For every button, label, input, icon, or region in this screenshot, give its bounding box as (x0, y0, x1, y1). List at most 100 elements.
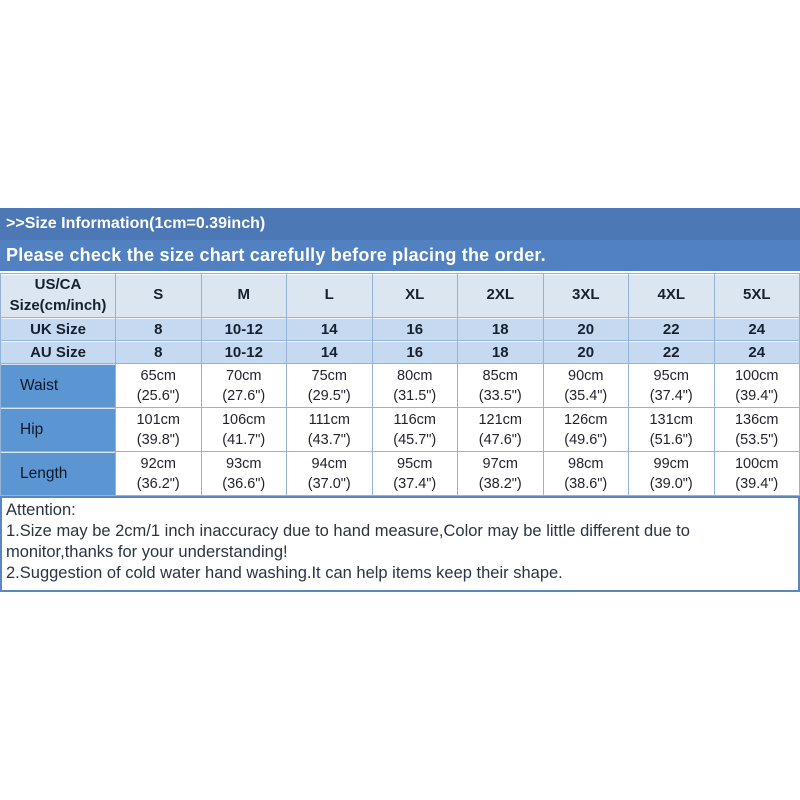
length-cm: 99cm (653, 455, 689, 472)
size-info-title-bar: >>Size Information(1cm=0.39inch) (0, 208, 800, 240)
size-chart-notice: Please check the size chart carefully be… (6, 245, 546, 265)
length-inch: (37.4") (393, 475, 437, 492)
hip-inch: (47.6") (478, 431, 522, 448)
uk-size-cell: 20 (542, 317, 629, 341)
length-inch: (38.6") (564, 475, 608, 492)
hip-cm: 131cm (649, 411, 694, 428)
waist-cm: 95cm (653, 367, 689, 384)
waist-cm: 65cm (140, 367, 176, 384)
hip-cm: 121cm (478, 411, 523, 428)
au-size-row: AU Size 8 10-12 14 16 18 20 22 24 (0, 340, 800, 364)
length-inch: (36.2") (136, 475, 180, 492)
waist-cell: 85cm (33.5") (457, 363, 544, 408)
length-inch: (38.2") (478, 475, 522, 492)
au-size-cell: 16 (371, 340, 458, 364)
hip-cell: 136cm (53.5") (713, 407, 800, 452)
col-header-xl: XL (371, 273, 458, 318)
hip-inch: (53.5") (735, 431, 779, 448)
hip-cm: 111cm (308, 411, 350, 428)
hip-inch: (51.6") (649, 431, 693, 448)
hip-cell: 101cm (39.8") (115, 407, 202, 452)
divider (0, 271, 800, 273)
size-chart-table: US/CA Size(cm/inch) S M L XL 2XL 3XL 4XL… (0, 273, 800, 496)
length-cm: 95cm (397, 455, 433, 472)
waist-inch: (25.6") (136, 387, 180, 404)
attention-note-2: 2.Suggestion of cold water hand washing.… (6, 564, 563, 582)
waist-cm: 75cm (311, 367, 347, 384)
waist-inch: (39.4") (735, 387, 779, 404)
hip-cm: 126cm (563, 411, 608, 428)
au-size-label: AU Size (0, 340, 116, 364)
size-information-section: >>Size Information(1cm=0.39inch) Please … (0, 208, 800, 592)
length-row: Length 92cm (36.2") 93cm (36.6") 94cm (37.0… (0, 451, 800, 496)
length-inch: (39.0") (649, 475, 693, 492)
au-size-cell: 20 (542, 340, 629, 364)
length-label: Length (0, 451, 116, 496)
waist-cm: 85cm (482, 367, 518, 384)
attention-section: Attention: 1.Size may be 2cm/1 inch inac… (0, 496, 800, 592)
waist-cm: 80cm (397, 367, 433, 384)
hip-inch: (39.8") (136, 431, 180, 448)
hip-cm: 101cm (136, 411, 181, 428)
length-cell: 95cm (37.4") (371, 451, 458, 496)
uk-size-label: UK Size (0, 317, 116, 341)
waist-cm: 90cm (568, 367, 604, 384)
waist-cell: 80cm (31.5") (371, 363, 458, 408)
hip-cm: 106cm (221, 411, 266, 428)
attention-title: Attention: (6, 501, 76, 519)
waist-inch: (37.4") (649, 387, 693, 404)
length-cell: 93cm (36.6") (200, 451, 287, 496)
length-cm: 100cm (734, 455, 779, 472)
hip-row: Hip 101cm (39.8") 106cm (41.7") 111cm (43.7… (0, 407, 800, 452)
waist-cell: 90cm (35.4") (542, 363, 629, 408)
length-cell: 98cm (38.6") (542, 451, 629, 496)
col-header-5xl: 5XL (713, 273, 800, 318)
col-header-4xl: 4XL (628, 273, 715, 318)
uk-size-cell: 14 (286, 317, 373, 341)
uk-size-cell: 24 (713, 317, 800, 341)
col-header-s: S (115, 273, 202, 318)
hip-inch: (43.7") (307, 431, 351, 448)
col-header-l: L (286, 273, 373, 318)
au-size-cell: 14 (286, 340, 373, 364)
au-size-cell: 8 (115, 340, 202, 364)
size-header-row: US/CA Size(cm/inch) S M L XL 2XL 3XL 4XL… (0, 273, 800, 318)
waist-cell: 75cm (29.5") (286, 363, 373, 408)
col-header-2xl: 2XL (457, 273, 544, 318)
waist-inch: (35.4") (564, 387, 608, 404)
waist-inch: (33.5") (478, 387, 522, 404)
length-cm: 97cm (482, 455, 518, 472)
au-size-cell: 18 (457, 340, 544, 364)
waist-cell: 70cm (27.6") (200, 363, 287, 408)
length-cm: 92cm (140, 455, 176, 472)
hip-inch: (45.7") (393, 431, 437, 448)
uk-size-cell: 16 (371, 317, 458, 341)
hip-cell: 116cm (45.7") (371, 407, 458, 452)
length-cm: 93cm (226, 455, 262, 472)
size-chart-notice-bar: Please check the size chart carefully be… (0, 240, 800, 271)
hip-cm: 136cm (734, 411, 779, 428)
waist-cell: 65cm (25.6") (115, 363, 202, 408)
au-size-cell: 22 (628, 340, 715, 364)
waist-label: Waist (0, 363, 116, 408)
hip-cell: 126cm (49.6") (542, 407, 629, 452)
length-cell: 100cm (39.4") (713, 451, 800, 496)
hip-label: Hip (0, 407, 116, 452)
size-info-title: >>Size Information(1cm=0.39inch) (6, 215, 266, 232)
au-size-cell: 10-12 (200, 340, 287, 364)
hip-inch: (41.7") (222, 431, 266, 448)
length-cm: 98cm (568, 455, 604, 472)
waist-cell: 95cm (37.4") (628, 363, 715, 408)
waist-inch: (31.5") (393, 387, 437, 404)
hip-cell: 106cm (41.7") (200, 407, 287, 452)
waist-cm: 70cm (226, 367, 262, 384)
hip-cell: 121cm (47.6") (457, 407, 544, 452)
length-inch: (36.6") (222, 475, 266, 492)
waist-row: Waist 65cm (25.6") 70cm (27.6") 75cm (29.5"… (0, 363, 800, 408)
hip-inch: (49.6") (564, 431, 608, 448)
length-cell: 94cm (37.0") (286, 451, 373, 496)
length-cell: 92cm (36.2") (115, 451, 202, 496)
corner-header-line1: US/CA (34, 276, 82, 294)
uk-size-cell: 10-12 (200, 317, 287, 341)
